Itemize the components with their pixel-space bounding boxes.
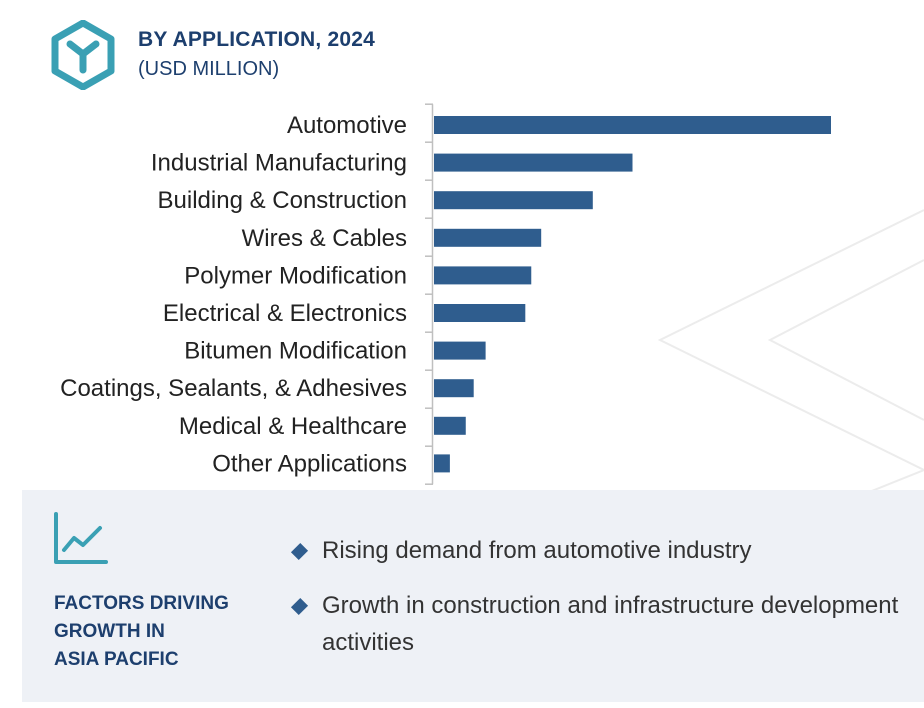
- bar: [434, 191, 593, 210]
- bar: [434, 454, 450, 473]
- category-label: Polymer Modification: [184, 262, 407, 289]
- hexagon-y-logo-icon: [51, 20, 115, 90]
- factors-title-line: FACTORS DRIVING: [54, 593, 229, 614]
- bar: [434, 153, 633, 172]
- category-label: Wires & Cables: [242, 225, 407, 252]
- chart-subtitle: (USD MILLION): [138, 58, 280, 80]
- diamond-bullet-icon: [290, 542, 309, 561]
- bar: [434, 228, 542, 247]
- bar: [434, 341, 486, 360]
- factors-title-line: ASIA PACIFIC: [54, 649, 179, 670]
- factors-title-line: GROWTH IN: [54, 621, 165, 642]
- chart-title: BY APPLICATION, 2024: [138, 28, 376, 51]
- factor-text: Rising demand from automotive industry: [322, 537, 752, 564]
- category-label: Other Applications: [212, 450, 407, 477]
- factor-bullet-item: Growth in construction and infrastructur…: [290, 587, 912, 661]
- bar: [434, 116, 831, 134]
- factor-bullet-item: Rising demand from automotive industry: [290, 532, 912, 569]
- trend-chart-icon: [54, 512, 108, 564]
- factors-title: FACTORS DRIVING GROWTH IN ASIA PACIFIC: [54, 590, 284, 674]
- category-label: Medical & Healthcare: [179, 413, 407, 440]
- category-label: Building & Construction: [158, 187, 407, 214]
- bar: [434, 379, 474, 398]
- factor-text: Growth in construction and infrastructur…: [322, 592, 899, 656]
- bar-chart: Automotive Industrial Manufacturing Buildi…: [60, 103, 831, 485]
- category-label: Coatings, Sealants, & Adhesives: [60, 375, 407, 402]
- bar: [434, 416, 466, 435]
- bar: [434, 266, 532, 285]
- category-label: Automotive: [287, 112, 407, 139]
- category-label: Industrial Manufacturing: [151, 150, 407, 177]
- category-label: Electrical & Electronics: [163, 300, 407, 327]
- diamond-bullet-icon: [290, 597, 309, 616]
- factors-panel: FACTORS DRIVING GROWTH IN ASIA PACIFIC R…: [22, 490, 924, 702]
- bar: [434, 304, 526, 322]
- factors-bullet-list: Rising demand from automotive industry G…: [290, 532, 912, 679]
- category-label: Bitumen Modification: [184, 338, 407, 365]
